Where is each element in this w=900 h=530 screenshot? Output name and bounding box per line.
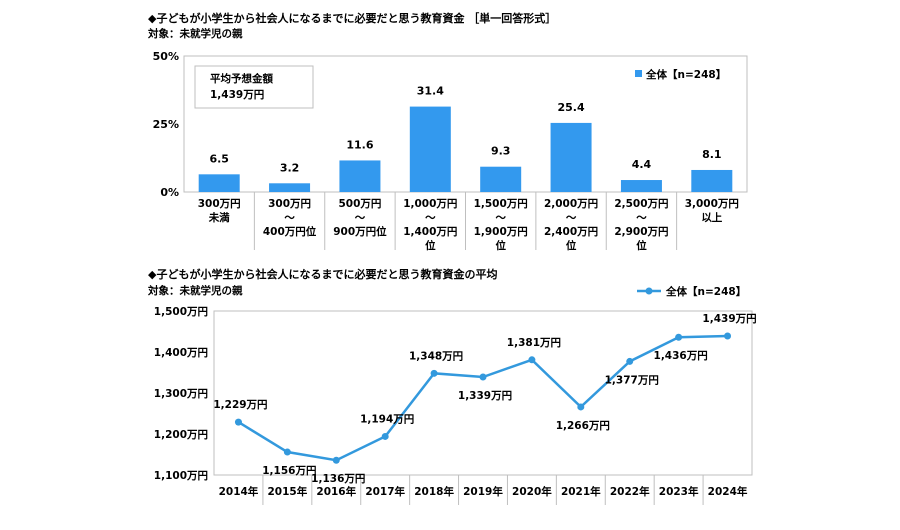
x-tick-label: 2022年 (610, 485, 650, 498)
y-tick-label: 50% (153, 50, 179, 63)
category-label: 2,400万円 (544, 226, 598, 238)
category-label: ～ (495, 212, 506, 224)
bar (339, 160, 381, 192)
data-point (479, 373, 487, 381)
category-label: ～ (284, 212, 295, 224)
y-tick-label: 0% (160, 186, 179, 199)
average-annotation-text: 平均予想金額 (210, 72, 273, 85)
data-label: 1,377万円 (605, 374, 659, 386)
category-label: 900万円位 (333, 225, 387, 238)
data-label: 1,156万円 (262, 465, 316, 477)
category-label: 位 (636, 239, 647, 252)
category-label: 位 (495, 239, 506, 252)
category-label: ～ (636, 212, 647, 224)
bar (620, 180, 662, 192)
bar-value-label: 11.6 (346, 138, 373, 151)
data-label: 1,229万円 (213, 399, 267, 411)
legend-label: 全体【n=248】 (645, 68, 726, 81)
data-label: 1,266万円 (556, 420, 610, 432)
x-tick-label: 2014年 (219, 485, 259, 498)
category-label: ～ (425, 212, 436, 224)
data-label: 1,136万円 (311, 473, 365, 485)
category-label: 2,900万円 (614, 226, 668, 238)
category-label: 1,500万円 (474, 198, 528, 210)
x-tick-label: 2018年 (414, 485, 454, 498)
category-label: 2,500万円 (614, 198, 668, 210)
data-label: 1,194万円 (360, 413, 414, 425)
average-annotation-box (194, 65, 314, 109)
bar (480, 166, 522, 192)
y-tick-label: 1,400万円 (154, 347, 208, 359)
data-point (332, 456, 340, 464)
y-tick-label: 25% (153, 118, 179, 131)
bar-value-label: 4.4 (632, 158, 652, 171)
data-point (283, 448, 291, 456)
bar-chart-subtitle: 対象：未就学児の親 (148, 28, 243, 40)
category-label: 2,000万円 (544, 198, 598, 210)
legend-swatch (635, 70, 642, 77)
category-label: 以上 (701, 211, 722, 224)
data-label: 1,439万円 (702, 313, 756, 325)
data-point (430, 369, 438, 377)
bar (269, 183, 311, 192)
category-label: 1,900万円 (474, 226, 528, 238)
x-tick-label: 2019年 (463, 485, 503, 498)
y-tick-label: 1,100万円 (154, 470, 208, 482)
category-label: 300万円 (198, 198, 241, 210)
data-point (675, 333, 683, 341)
x-tick-label: 2024年 (708, 485, 748, 498)
x-tick-label: 2023年 (659, 485, 699, 498)
data-point (577, 403, 585, 411)
category-label: ～ (355, 212, 366, 224)
plot-frame (213, 310, 753, 476)
x-tick-label: 2020年 (512, 485, 552, 498)
category-label: 300万円 (268, 198, 311, 210)
x-tick-label: 2017年 (365, 485, 405, 498)
category-label: 未満 (208, 211, 230, 224)
bar-value-label: 6.5 (209, 152, 229, 165)
x-tick-label: 2016年 (316, 485, 356, 498)
data-point (234, 418, 242, 426)
data-point (528, 356, 536, 364)
y-tick-label: 1,300万円 (154, 388, 208, 400)
bar (550, 122, 592, 192)
bar (198, 174, 240, 192)
category-label: 1,000万円 (403, 198, 457, 210)
line-chart-title: ◆子どもが小学生から社会人になるまでに必要だと思う教育資金の平均 (148, 268, 498, 281)
category-label: 1,400万円 (403, 226, 457, 238)
category-label: 位 (566, 239, 577, 252)
y-tick-label: 1,500万円 (154, 306, 208, 318)
line-chart: 1,100万円 1,200万円 1,300万円 1,400万円 1,500万円 2014年… (154, 285, 757, 505)
average-annotation-text: 1,439万円 (210, 89, 264, 101)
x-tick-label: 2021年 (561, 485, 601, 498)
category-label: 500万円 (338, 198, 381, 210)
data-label: 1,348万円 (409, 350, 463, 362)
line-chart-subtitle: 対象：未就学児の親 (148, 285, 243, 297)
category-label: 400万円位 (263, 225, 317, 238)
bar-value-label: 8.1 (702, 148, 722, 161)
category-label: 3,000万円 (685, 198, 739, 210)
data-label: 1,436万円 (654, 350, 708, 362)
bar-chart: 0%25%50%6.5300万円未満3.2300万円～400万円位11.6500… (153, 50, 748, 252)
data-label: 1,339万円 (458, 390, 512, 402)
data-label: 1,381万円 (507, 337, 561, 349)
data-point (626, 357, 634, 365)
bar-chart-title: ◆子どもが小学生から社会人になるまでに必要だと思う教育資金 ［単一回答形式］ (148, 12, 557, 25)
data-point (381, 432, 389, 440)
bar-value-label: 25.4 (557, 101, 584, 114)
category-label: ～ (566, 212, 577, 224)
y-tick-label: 1,200万円 (154, 429, 208, 441)
bar (691, 169, 733, 192)
data-point (724, 332, 732, 340)
bar (409, 106, 451, 192)
legend-marker (645, 287, 653, 295)
bar-value-label: 9.3 (491, 145, 511, 158)
category-label: 位 (425, 239, 436, 252)
legend-label: 全体【n=248】 (665, 285, 746, 298)
bar-value-label: 31.4 (417, 85, 444, 98)
bar-value-label: 3.2 (280, 161, 300, 174)
x-tick-label: 2015年 (267, 485, 307, 498)
